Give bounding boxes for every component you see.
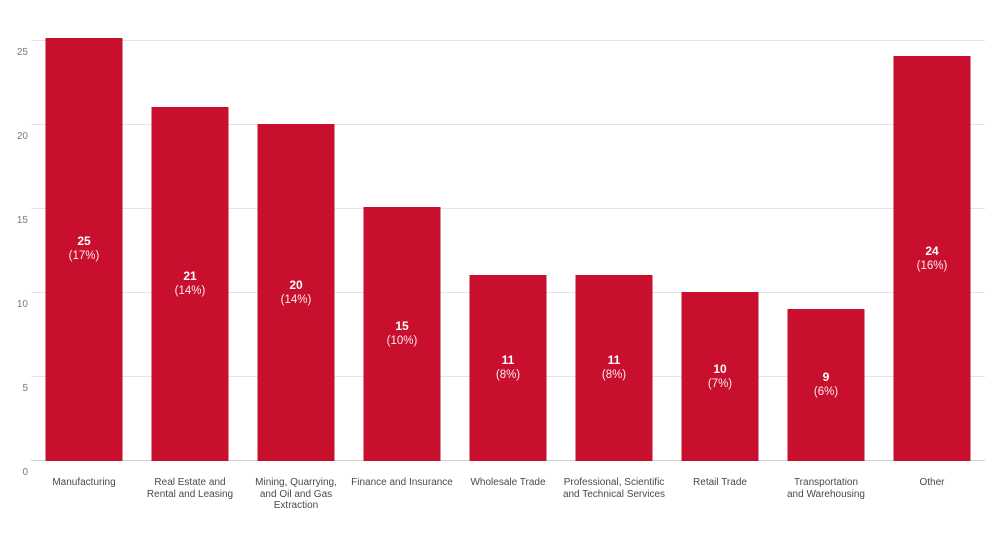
gridline bbox=[31, 40, 985, 42]
bar-mining-quarrying[interactable]: 20 (14%) bbox=[257, 124, 335, 461]
bar-slot: 11 (8%) bbox=[561, 36, 667, 461]
bar-value-label-group: 9 (6%) bbox=[813, 369, 839, 399]
bar-real-estate-and[interactable]: 21 (14%) bbox=[151, 106, 229, 461]
y-axis-tick-label: 0 bbox=[22, 467, 28, 478]
bar-retail-trade[interactable]: 10 (7%) bbox=[681, 292, 759, 461]
bar-slot: 11 (8%) bbox=[455, 36, 561, 461]
bar-slot: 10 (7%) bbox=[667, 36, 773, 461]
y-axis-tick-label: 5 bbox=[22, 383, 28, 394]
bar-slot: 9 (6%) bbox=[773, 36, 879, 461]
bar-percent-label: (14%) bbox=[280, 293, 312, 306]
bar-slot: 25 (17%) bbox=[31, 36, 137, 461]
gridline bbox=[31, 124, 985, 126]
bar-slot: 24 (16%) bbox=[879, 36, 985, 461]
category-label-line: Mining, Quarrying, bbox=[255, 477, 337, 488]
bar-value-label-group: 15 (10%) bbox=[387, 320, 418, 348]
category-label: Other bbox=[879, 477, 985, 512]
category-label-line: and Technical Services bbox=[562, 488, 666, 500]
bar-value-label-group: 21 (14%) bbox=[174, 268, 206, 298]
bar-value-label-group: 24 (16%) bbox=[916, 243, 948, 273]
category-label: Mining, Quarrying, and Oil and Gas Extrac… bbox=[243, 477, 349, 512]
category-label: Finance and Insurance bbox=[349, 477, 455, 512]
bar-slot: 15 (10%) bbox=[349, 36, 455, 461]
bar-value-label-group: 11 (8%) bbox=[495, 352, 521, 382]
category-label: Retail Trade bbox=[667, 477, 773, 512]
bar-other[interactable]: 24 (16%) bbox=[893, 56, 971, 461]
bar-value-label: 11 bbox=[501, 352, 515, 367]
bar-percent-label: (17%) bbox=[68, 250, 100, 263]
bars-layer: 25 (17%) 21 (14%) 20 (14%) 15 (10%) 11 (8%) 11 (8%)… bbox=[31, 36, 985, 461]
bar-value-label: 10 bbox=[713, 361, 727, 376]
bar-percent-label: (16%) bbox=[916, 259, 948, 272]
bar-percent-label: (10%) bbox=[386, 335, 418, 348]
category-label-line: Manufacturing bbox=[52, 477, 116, 488]
plot-area: 25 (17%) 21 (14%) 20 (14%) 15 (10%) 11 (8%) 11 (8%)… bbox=[31, 36, 985, 461]
category-label: Manufacturing bbox=[31, 477, 137, 512]
bar-wholesale-trade[interactable]: 11 (8%) bbox=[469, 274, 547, 461]
category-label-line: Other bbox=[919, 477, 945, 488]
bar-value-label-group: 11 (8%) bbox=[601, 352, 627, 382]
category-label-line: Retail Trade bbox=[693, 477, 747, 488]
bar-value-label: 25 bbox=[77, 234, 91, 249]
bar-value-label: 21 bbox=[183, 268, 197, 283]
bar-percent-label: (6%) bbox=[813, 385, 839, 398]
bar-professional-scientific[interactable]: 11 (8%) bbox=[575, 274, 653, 461]
category-label-line: Finance and Insurance bbox=[351, 477, 453, 488]
bar-percent-label: (7%) bbox=[707, 377, 733, 390]
category-label-line: Wholesale Trade bbox=[470, 477, 546, 488]
x-axis-category-labels: Manufacturing Real Estate and Rental and L… bbox=[31, 477, 985, 512]
gridline bbox=[31, 208, 985, 210]
category-label-line: Professional, Scientific bbox=[563, 477, 665, 488]
y-axis-tick-label: 20 bbox=[16, 131, 28, 143]
y-axis-tick-label: 25 bbox=[16, 47, 28, 59]
category-label: Professional, Scientific and Technical Se… bbox=[561, 477, 667, 512]
bar-value-label: 20 bbox=[289, 277, 303, 292]
y-axis-tick-label: 10 bbox=[16, 299, 28, 311]
bar-value-label-group: 10 (7%) bbox=[707, 361, 733, 391]
category-label: Real Estate and Rental and Leasing bbox=[137, 477, 243, 512]
y-axis: 0 5 10 15 20 25 bbox=[0, 0, 28, 538]
category-label-line: and Warehousing bbox=[786, 488, 865, 500]
bar-slot: 21 (14%) bbox=[137, 36, 243, 461]
bar-slot: 20 (14%) bbox=[243, 36, 349, 461]
category-label-line: Transportation bbox=[793, 477, 859, 488]
bar-value-label: 24 bbox=[925, 243, 939, 258]
category-label: Transportation and Warehousing bbox=[773, 477, 879, 512]
category-label-line: Rental and Leasing bbox=[146, 488, 234, 500]
y-axis-tick-label: 15 bbox=[16, 215, 28, 227]
bar-value-label-group: 25 (17%) bbox=[69, 235, 100, 263]
bar-value-label-group: 20 (14%) bbox=[280, 277, 312, 307]
bar-value-label: 11 bbox=[607, 352, 621, 367]
bar-manufacturing[interactable]: 25 (17%) bbox=[45, 37, 123, 461]
bar-percent-label: (8%) bbox=[495, 368, 521, 381]
bar-transportation[interactable]: 9 (6%) bbox=[787, 308, 865, 461]
category-label: Wholesale Trade bbox=[455, 477, 561, 512]
bar-value-label: 15 bbox=[395, 319, 409, 334]
category-label-line: Real Estate and bbox=[154, 477, 226, 488]
category-label-line: and Oil and Gas Extraction bbox=[259, 488, 333, 512]
bar-percent-label: (14%) bbox=[174, 284, 206, 297]
bar-value-label: 9 bbox=[822, 369, 830, 384]
bar-finance-and-insurance[interactable]: 15 (10%) bbox=[363, 207, 441, 461]
bar-percent-label: (8%) bbox=[601, 368, 627, 381]
